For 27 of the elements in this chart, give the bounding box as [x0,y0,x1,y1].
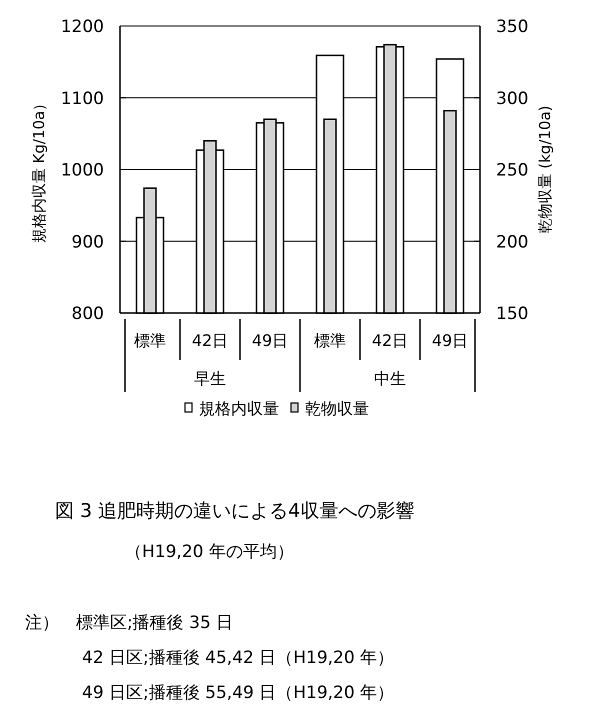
y-tick-label: 1200 [60,17,104,37]
text: 42 日区;播種後 45,42 日（H19,20 年） [82,648,394,668]
x-tick-label: 標準 [134,331,166,350]
y2-tick-label: 150 [496,304,528,324]
text: 図 3 追肥時期の違いによる4収量への影響 [55,500,414,522]
text: 注） 標準区;播種後 35 日 [25,613,234,633]
x-tick-label: 標準 [314,331,346,350]
text: 早生 [194,369,226,388]
legend-label: 規格内収量 [199,399,279,418]
y-tick-label: 1100 [60,88,104,109]
y-tick-label: 1000 [60,160,104,180]
y2-tick-label: 200 [496,232,528,252]
text: 49 日区;播種後 55,49 日（H19,20 年） [82,683,394,703]
y2-axis-title: 乾物収量 (kg/10a) [536,105,554,234]
x-tick-label: 49日 [252,331,288,350]
text: （H19,20 年の平均） [125,542,294,562]
legend-label: 乾物収量 [305,399,369,418]
x-tick-label: 49日 [432,331,468,350]
text: 中生 [374,369,406,388]
y2-tick-label: 350 [496,17,528,37]
y-axis-title: 規格内収量 Kg/10a） [30,96,48,244]
x-tick-label: 42日 [372,331,408,350]
y-tick-label: 900 [72,232,104,252]
x-tick-label: 42日 [192,331,228,350]
y2-tick-label: 300 [496,88,528,109]
y2-tick-label: 250 [496,160,528,180]
y-tick-label: 800 [72,304,104,324]
